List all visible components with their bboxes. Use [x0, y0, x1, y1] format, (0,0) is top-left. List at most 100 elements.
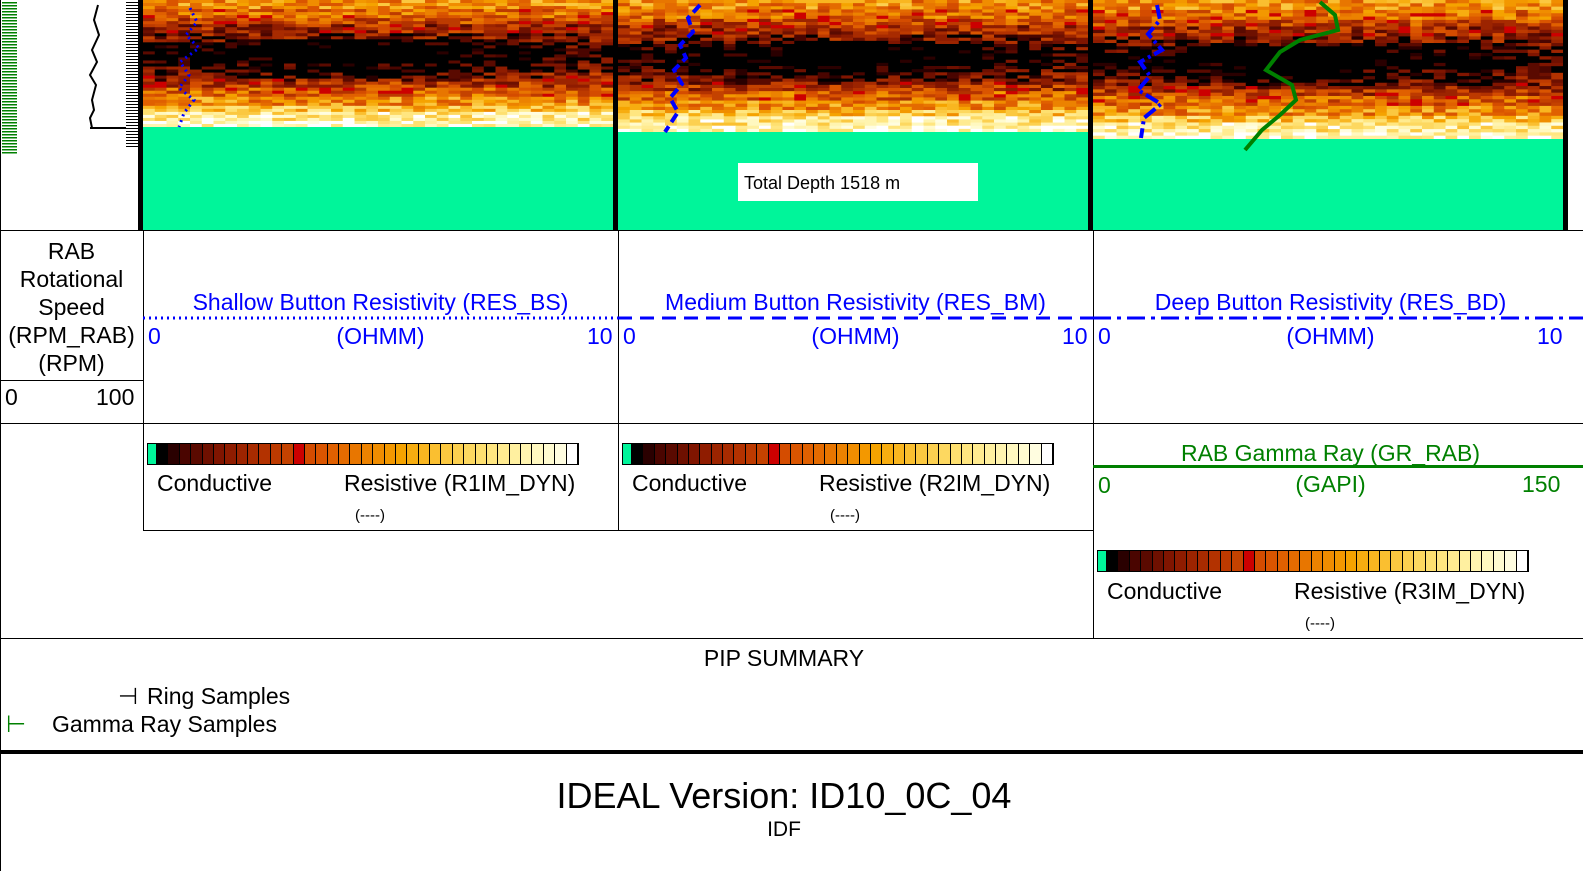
- image-pixel: [676, 34, 690, 39]
- image-pixel: [354, 15, 367, 19]
- image-pixel: [425, 96, 438, 101]
- image-pixel: [1480, 56, 1494, 61]
- image-pixel: [1292, 76, 1306, 81]
- image-pixel: [1328, 49, 1341, 54]
- image-pixel: [354, 54, 367, 59]
- image-pixel: [1539, 102, 1552, 107]
- image-pixel: [900, 59, 913, 64]
- image-pixel: [1339, 26, 1353, 31]
- image-pixel: [1375, 69, 1388, 74]
- image-pixel: [272, 117, 285, 122]
- image-pixel: [735, 119, 748, 124]
- image-pixel: [1292, 9, 1306, 14]
- image-pixel: [143, 123, 156, 128]
- image-pixel: [1076, 100, 1089, 105]
- image-pixel: [425, 63, 438, 68]
- image-pixel: [1304, 105, 1317, 110]
- image-pixel: [1469, 46, 1482, 51]
- image-pixel: [1064, 78, 1077, 83]
- image-pixel: [888, 31, 901, 36]
- image-pixel: [1480, 26, 1494, 31]
- image-pixel: [1480, 95, 1494, 100]
- image-pixel: [1029, 84, 1042, 89]
- image-pixel: [213, 75, 226, 80]
- image-pixel: [519, 30, 532, 34]
- image-pixel: [1316, 19, 1329, 24]
- image-pixel: [1175, 19, 1188, 24]
- image-pixel: [319, 54, 332, 59]
- image-pixel: [982, 69, 995, 73]
- image-pixel: [1234, 62, 1247, 67]
- image-pixel: [1363, 82, 1376, 87]
- image-pixel: [841, 47, 854, 51]
- image-pixel: [577, 12, 591, 16]
- image-pixel: [770, 103, 784, 108]
- image-pixel: [507, 57, 520, 62]
- image-pixel: [1351, 3, 1364, 8]
- image-pixel: [1527, 62, 1541, 67]
- image-pixel: [178, 63, 191, 68]
- image-pixel: [853, 78, 866, 83]
- image-pixel: [970, 59, 983, 64]
- image-pixel: [1076, 91, 1089, 95]
- image-pixel: [982, 66, 995, 70]
- image-pixel: [237, 111, 250, 116]
- image-pixel: [618, 0, 631, 4]
- image-pixel: [354, 48, 367, 53]
- image-pixel: [1128, 129, 1141, 133]
- image-pixel: [1029, 22, 1042, 26]
- image-pixel: [982, 106, 995, 111]
- image-pixel: [260, 93, 273, 98]
- image-pixel: [864, 34, 878, 39]
- image-pixel: [248, 66, 262, 71]
- image-pixel: [566, 81, 579, 86]
- image-pixel: [166, 51, 179, 56]
- image-pixel: [248, 93, 262, 98]
- image-pixel: [178, 72, 191, 77]
- image-pixel: [401, 81, 414, 86]
- image-pixel: [1363, 79, 1376, 84]
- image-pixel: [712, 97, 725, 102]
- image-pixel: [1398, 86, 1411, 90]
- image-pixel: [1339, 9, 1353, 14]
- image-pixel: [589, 63, 602, 68]
- image-pixel: [143, 24, 156, 28]
- image-pixel: [970, 12, 983, 17]
- image-pixel: [201, 78, 215, 83]
- image-pixel: [1351, 19, 1364, 24]
- image-pixel: [747, 50, 760, 55]
- image-pixel: [425, 102, 438, 107]
- image-pixel: [900, 103, 913, 108]
- image-pixel: [994, 18, 1007, 23]
- image-pixel: [1492, 66, 1505, 71]
- image-pixel: [806, 15, 819, 20]
- image-pixel: [1017, 47, 1030, 51]
- image-pixel: [829, 15, 842, 20]
- image-pixel: [900, 75, 913, 80]
- image-pixel: [154, 36, 168, 40]
- image-pixel: [354, 45, 367, 49]
- image-pixel: [747, 40, 760, 45]
- image-pixel: [1445, 19, 1458, 24]
- image-pixel: [1433, 16, 1447, 21]
- image-pixel: [354, 0, 367, 4]
- image-pixel: [342, 36, 356, 40]
- image-pixel: [1210, 59, 1223, 64]
- image-pixel: [554, 66, 567, 71]
- image-pixel: [712, 122, 725, 127]
- image-pixel: [319, 102, 332, 107]
- image-pixel: [436, 33, 450, 37]
- image-pixel: [472, 42, 485, 46]
- image-pixel: [166, 111, 179, 116]
- image-pixel: [876, 6, 889, 11]
- image-pixel: [366, 36, 379, 40]
- image-pixel: [542, 33, 555, 37]
- image-pixel: [1492, 49, 1505, 54]
- image-pixel: [1527, 43, 1541, 47]
- image-pixel: [1363, 76, 1376, 81]
- image-pixel: [1029, 72, 1042, 77]
- image-pixel: [1328, 129, 1341, 133]
- image-pixel: [1151, 56, 1165, 61]
- image-pixel: [747, 128, 760, 133]
- image-pixel: [507, 21, 520, 25]
